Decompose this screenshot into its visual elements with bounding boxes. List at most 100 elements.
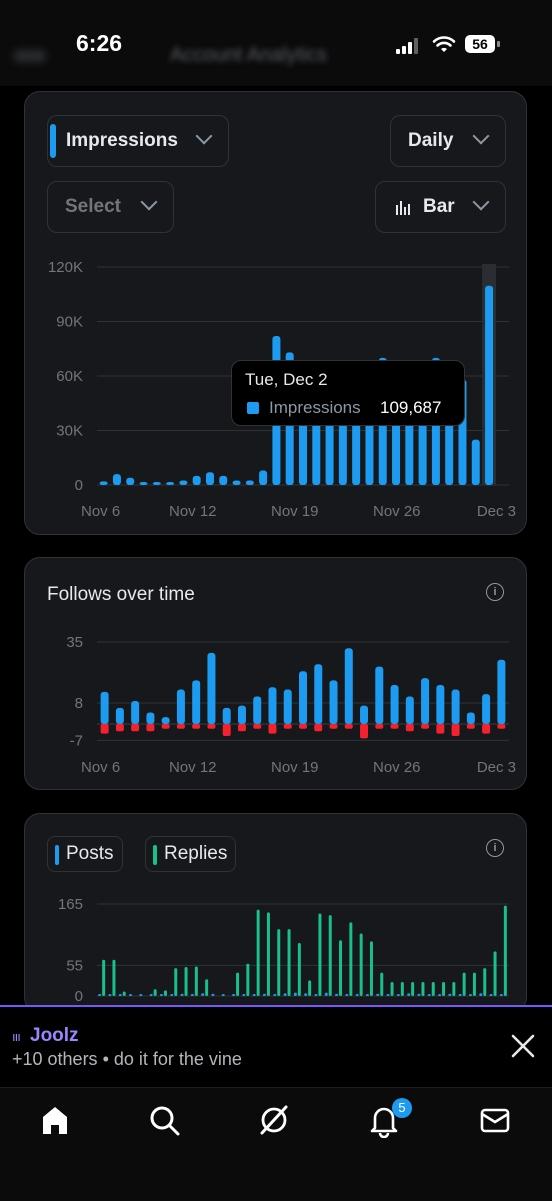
follows-bar xyxy=(207,652,216,724)
follows-bar xyxy=(115,707,124,724)
legend-replies[interactable]: Replies xyxy=(145,836,236,872)
impressions-bar xyxy=(166,482,175,485)
posts-bar xyxy=(304,993,308,996)
unfollows-bar xyxy=(360,724,369,739)
chart-type-dropdown[interactable]: Bar xyxy=(375,181,506,233)
follows-bar xyxy=(314,664,323,724)
search-icon[interactable] xyxy=(146,1102,182,1138)
unfollows-bar xyxy=(222,724,231,736)
y-tick-label: 60K xyxy=(56,368,83,385)
posts-bar xyxy=(479,993,483,996)
posts-bar xyxy=(293,992,297,996)
home-icon[interactable] xyxy=(37,1102,73,1138)
replies-bar xyxy=(493,951,497,996)
unfollows-bar xyxy=(283,724,292,729)
impressions-bar xyxy=(192,475,201,485)
bell-icon[interactable] xyxy=(366,1102,402,1138)
follows-bar xyxy=(466,712,475,724)
posts-bar xyxy=(180,993,184,996)
unfollows-bar xyxy=(131,724,140,732)
impressions-chart[interactable]: 120K 90K 60K 30K 0 Nov 6 Nov 12 Nov 19 Nov 26 Dec… xyxy=(25,92,527,535)
follows-bar xyxy=(375,666,384,724)
follows-bar xyxy=(329,680,338,724)
posts-chart[interactable]: 165 55 0 xyxy=(25,814,527,1013)
impressions-bar xyxy=(471,439,480,485)
replies-bar xyxy=(359,933,363,996)
chart-type-label: Bar xyxy=(423,196,455,217)
posts-bar xyxy=(417,993,421,996)
impressions-bar xyxy=(152,482,161,485)
info-icon[interactable]: i xyxy=(486,583,504,601)
posts-bar xyxy=(314,994,318,996)
posts-bar xyxy=(448,993,452,996)
replies-bar xyxy=(442,982,446,996)
unfollows-bar xyxy=(176,724,185,729)
follows-bar xyxy=(131,701,140,724)
unfollows-bar xyxy=(344,724,353,729)
follows-bar xyxy=(222,707,231,724)
posts-bar xyxy=(386,994,390,996)
replies-bar xyxy=(462,972,466,996)
replies-bar xyxy=(277,929,281,996)
close-icon[interactable] xyxy=(510,1033,536,1059)
metric-dropdown[interactable]: Impressions xyxy=(47,115,229,167)
follows-bar xyxy=(176,689,185,724)
replies-bar xyxy=(390,982,394,996)
follows-bar xyxy=(299,671,307,724)
mail-icon[interactable] xyxy=(477,1102,513,1138)
replies-bar xyxy=(174,968,178,996)
x-tick-label: Nov 12 xyxy=(169,503,217,520)
follows-bar xyxy=(421,678,430,724)
replies-bar xyxy=(184,967,188,996)
legend-posts-label: Posts xyxy=(66,843,114,864)
replies-bar xyxy=(153,989,157,996)
posts-bar xyxy=(170,994,174,996)
x-tick-label: Nov 26 xyxy=(373,503,421,520)
status-bar: 6:26 Account Analytics 56 xyxy=(0,0,552,86)
posts-card: Posts Replies i 165 55 0 xyxy=(24,813,527,1013)
replies-bar xyxy=(308,980,312,996)
y-tick-label: 55 xyxy=(66,957,83,974)
follows-bar xyxy=(344,648,353,724)
replies-swatch xyxy=(153,845,157,865)
posts-bar xyxy=(242,994,246,996)
replies-bar xyxy=(349,922,353,996)
unfollows-bar xyxy=(482,724,491,734)
posts-bar xyxy=(499,994,503,996)
x-tick-label: Nov 12 xyxy=(169,759,217,776)
posts-bar xyxy=(324,992,328,996)
unfollows-bar xyxy=(451,724,460,736)
back-button[interactable] xyxy=(14,50,46,62)
notification-banner[interactable]: ııı Joolz +10 others • do it for the vin… xyxy=(0,1007,552,1085)
info-icon[interactable]: i xyxy=(486,839,504,857)
y-tick-label: -7 xyxy=(70,732,83,749)
follows-chart[interactable]: 35 8 -7 Nov 6 Nov 12 Nov 19 Nov 26 Dec 3 xyxy=(25,558,527,790)
y-tick-label: 165 xyxy=(58,896,83,913)
follows-bar xyxy=(253,696,262,724)
unfollows-bar xyxy=(436,724,445,734)
period-dropdown[interactable]: Daily xyxy=(390,115,506,167)
select-dropdown[interactable]: Select xyxy=(47,181,174,233)
legend-posts[interactable]: Posts xyxy=(47,836,123,872)
follows-bar xyxy=(100,691,109,724)
posts-bar xyxy=(262,993,266,996)
notification-badge: 5 xyxy=(392,1098,412,1118)
grok-icon[interactable] xyxy=(256,1102,292,1138)
select-label: Select xyxy=(65,196,121,217)
posts-bar xyxy=(489,994,493,996)
posts-bar xyxy=(438,994,442,996)
period-label: Daily xyxy=(408,130,454,151)
replies-bar xyxy=(421,982,425,996)
posts-bar xyxy=(139,994,143,996)
replies-bar xyxy=(102,959,106,996)
unfollows-bar xyxy=(115,724,124,732)
follows-bar xyxy=(192,680,201,724)
x-tick-label: Dec 3 xyxy=(477,503,516,520)
impressions-bar xyxy=(112,474,121,485)
replies-bar xyxy=(266,912,270,996)
x-tick-label: Nov 19 xyxy=(271,759,319,776)
follows-bar xyxy=(436,684,445,724)
posts-bar xyxy=(118,994,122,996)
posts-bar xyxy=(252,994,256,996)
notification-name: Joolz xyxy=(30,1025,79,1046)
